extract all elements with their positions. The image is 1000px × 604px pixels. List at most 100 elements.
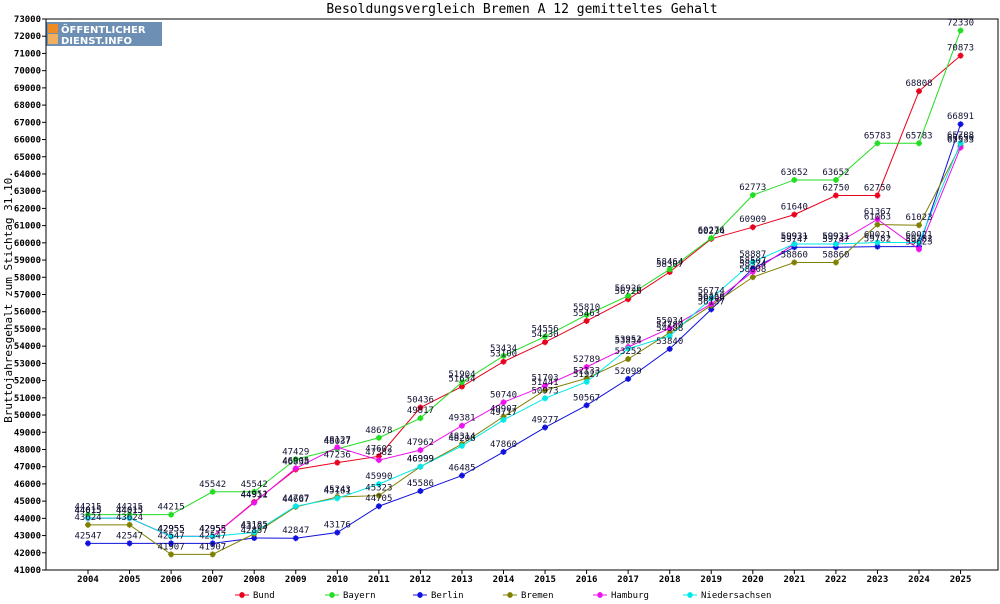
y-tick-label: 45000: [14, 497, 41, 507]
y-tick-label: 47000: [14, 463, 41, 473]
data-point: [209, 551, 216, 558]
data-label: 43185: [241, 520, 268, 530]
x-axis-ticks: 2004 2005 2006 2007 2008 2009 2010 2011 2012 2013…: [77, 570, 971, 585]
x-tick-label: 2019: [700, 575, 722, 585]
series-line: [88, 30, 962, 516]
data-label: 65650: [947, 134, 974, 144]
data-label: 51703: [532, 374, 559, 384]
legend-label: Hamburg: [611, 591, 649, 600]
data-point: [500, 352, 507, 359]
data-label: 42955: [158, 524, 185, 534]
data-label: 65788: [947, 131, 974, 141]
data-label: 46999: [407, 455, 434, 465]
legend-item-niedersachsen: Niedersachsen: [683, 591, 771, 601]
y-tick-label: 51000: [14, 394, 41, 404]
y-tick-label: 60000: [14, 239, 41, 249]
data-point: [292, 465, 299, 472]
data-label: 49277: [532, 415, 559, 425]
plot-frame: [45, 18, 999, 571]
data-point: [791, 244, 798, 251]
data-label: 54588: [656, 324, 683, 334]
x-tick-label: 2009: [285, 575, 307, 585]
data-point: [666, 325, 673, 332]
data-point: [85, 521, 91, 528]
data-point: [375, 457, 382, 464]
data-label: 56774: [698, 286, 725, 296]
data-label: 59931: [781, 232, 808, 242]
data-point: [832, 241, 839, 248]
data-point: [251, 529, 258, 536]
data-label: 53252: [615, 347, 642, 357]
data-point: [542, 395, 549, 402]
series-line: [88, 142, 962, 537]
data-point: [708, 235, 715, 242]
data-label: 47382: [365, 448, 392, 458]
x-tick-label: 2008: [243, 575, 265, 585]
x-tick-label: 2018: [659, 575, 681, 585]
data-point: [375, 481, 382, 488]
data-label: 56926: [615, 284, 642, 294]
data-point: [375, 453, 382, 460]
y-tick-label: 56000: [14, 308, 41, 318]
data-point: [417, 404, 424, 411]
data-point: [209, 488, 216, 495]
y-tick-label: 58000: [14, 273, 41, 283]
data-label: 46905: [282, 456, 309, 466]
data-point: [666, 333, 673, 340]
data-label: 42955: [158, 524, 185, 534]
data-point: [126, 515, 133, 522]
y-tick-label: 53000: [14, 359, 41, 369]
data-label: 53100: [490, 350, 517, 360]
data-label: 44951: [241, 490, 268, 500]
y-tick-label: 68000: [14, 101, 41, 111]
data-point: [126, 511, 133, 518]
series-line: [88, 124, 962, 544]
data-point: [583, 311, 590, 318]
data-label: 51441: [532, 378, 559, 388]
x-tick-label: 2016: [576, 575, 598, 585]
y-tick-label: 54000: [14, 342, 41, 352]
data-label: 61063: [864, 213, 891, 223]
data-point: [625, 292, 632, 299]
data-label: 42547: [158, 531, 185, 541]
data-label: 65783: [905, 131, 932, 141]
data-label: 46999: [407, 455, 434, 465]
data-label: 62750: [822, 183, 849, 193]
data-point: [749, 192, 756, 199]
y-axis-ticks: 41000 42000 43000 44000 45000 46000 47000 48000…: [14, 15, 46, 576]
data-label: 45542: [199, 480, 226, 490]
data-label: 43624: [116, 513, 143, 523]
data-point: [292, 535, 299, 542]
data-label: 50436: [407, 396, 434, 406]
y-tick-label: 57000: [14, 291, 41, 301]
data-point: [666, 345, 673, 352]
data-label: 45323: [365, 484, 392, 494]
axes: [45, 18, 999, 571]
y-tick-label: 55000: [14, 325, 41, 335]
data-point: [791, 176, 798, 183]
series-line: [88, 55, 961, 537]
data-label: 50567: [573, 393, 600, 403]
data-point: [542, 339, 549, 346]
data-point: [874, 243, 881, 250]
data-label: 48678: [365, 426, 392, 436]
data-label: 58860: [822, 250, 849, 260]
data-label: 59747: [822, 235, 849, 245]
data-point: [500, 448, 507, 455]
data-point: [625, 296, 632, 303]
data-labels: 44015 44015 42955 42955 44951 46838 47236 47602…: [74, 19, 974, 553]
y-tick-label: 62000: [14, 204, 41, 214]
data-label: 48037: [324, 437, 351, 447]
data-label: 56366: [698, 293, 725, 303]
y-tick-label: 44000: [14, 514, 41, 524]
data-label: 53952: [615, 335, 642, 345]
x-tick-label: 2022: [825, 575, 847, 585]
data-point: [749, 268, 756, 275]
data-label: 61640: [781, 203, 808, 213]
data-point: [666, 329, 673, 336]
data-point: [168, 533, 175, 540]
y-tick-label: 50000: [14, 411, 41, 421]
data-point: [874, 140, 881, 147]
data-point: [209, 533, 216, 540]
